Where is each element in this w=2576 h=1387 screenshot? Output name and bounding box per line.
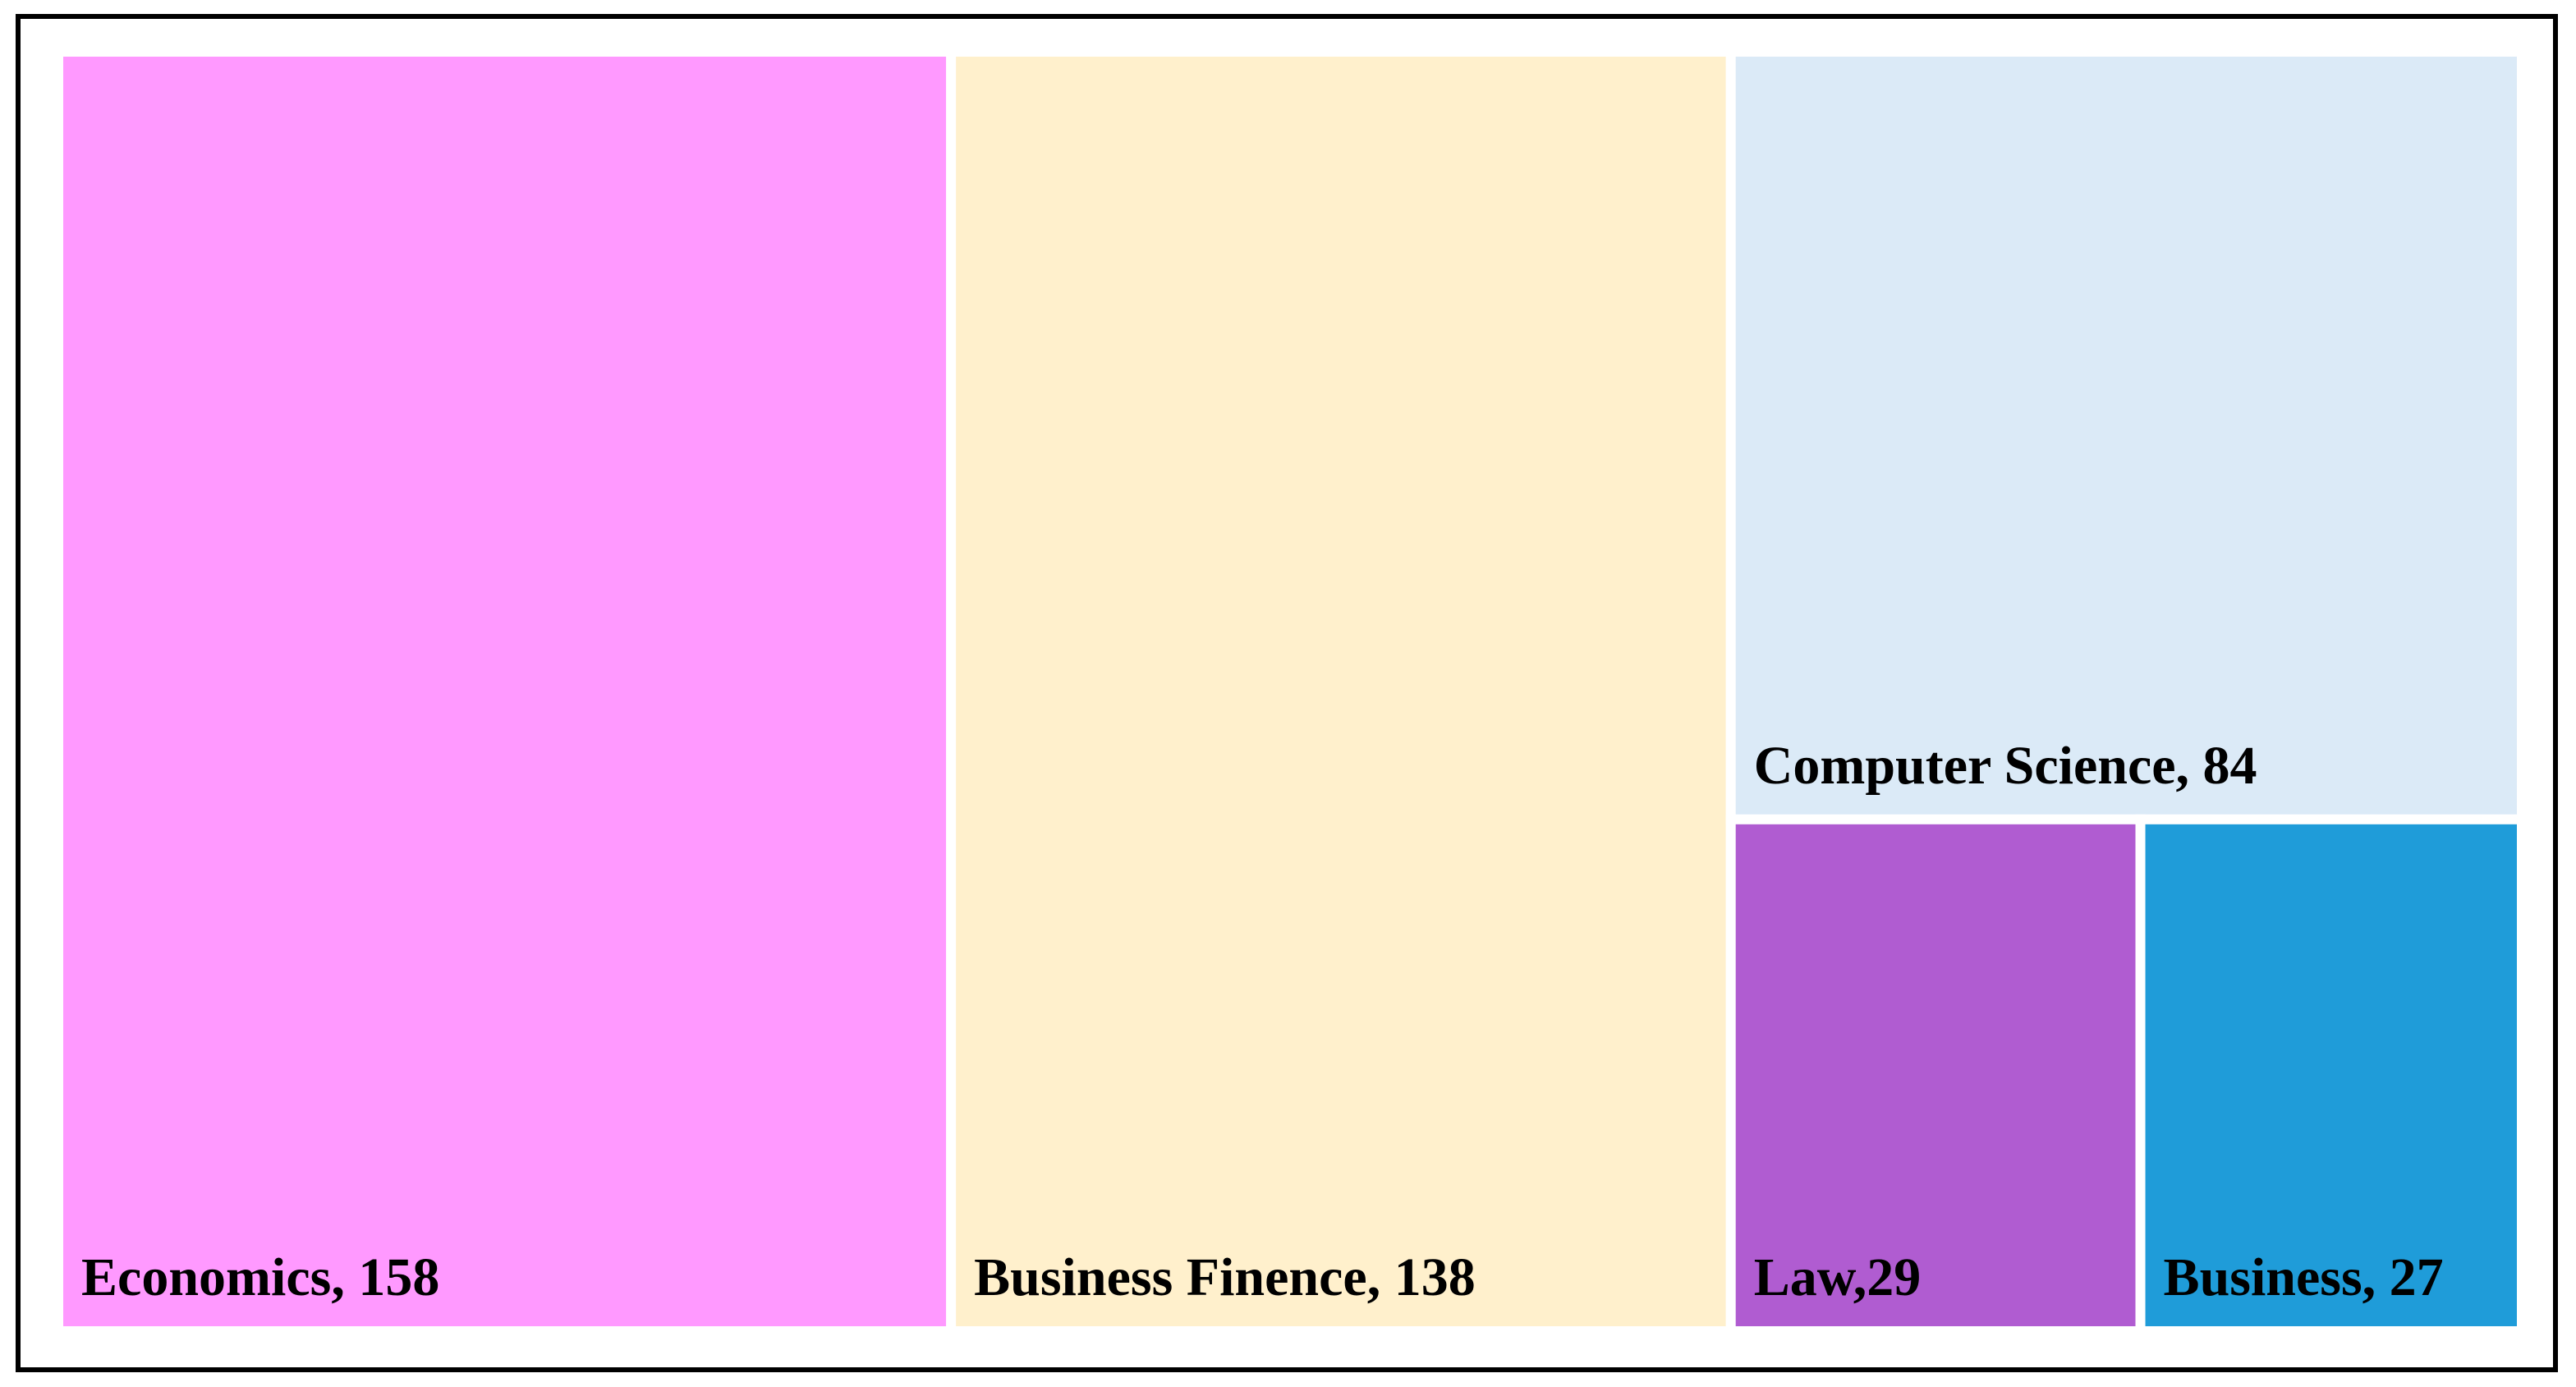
tile — [53, 47, 957, 1336]
tile — [2135, 814, 2528, 1336]
tile-label: Business Finence, 138 — [974, 1247, 1476, 1307]
tile-label: Business, 27 — [2164, 1247, 2444, 1307]
tile — [1725, 47, 2527, 824]
tile-label: Computer Science, 84 — [1754, 736, 2257, 796]
tile-label: Law,29 — [1754, 1247, 1922, 1307]
tile-label: Economics, 158 — [81, 1247, 439, 1307]
tile — [946, 47, 1736, 1336]
tile — [1725, 814, 2146, 1336]
